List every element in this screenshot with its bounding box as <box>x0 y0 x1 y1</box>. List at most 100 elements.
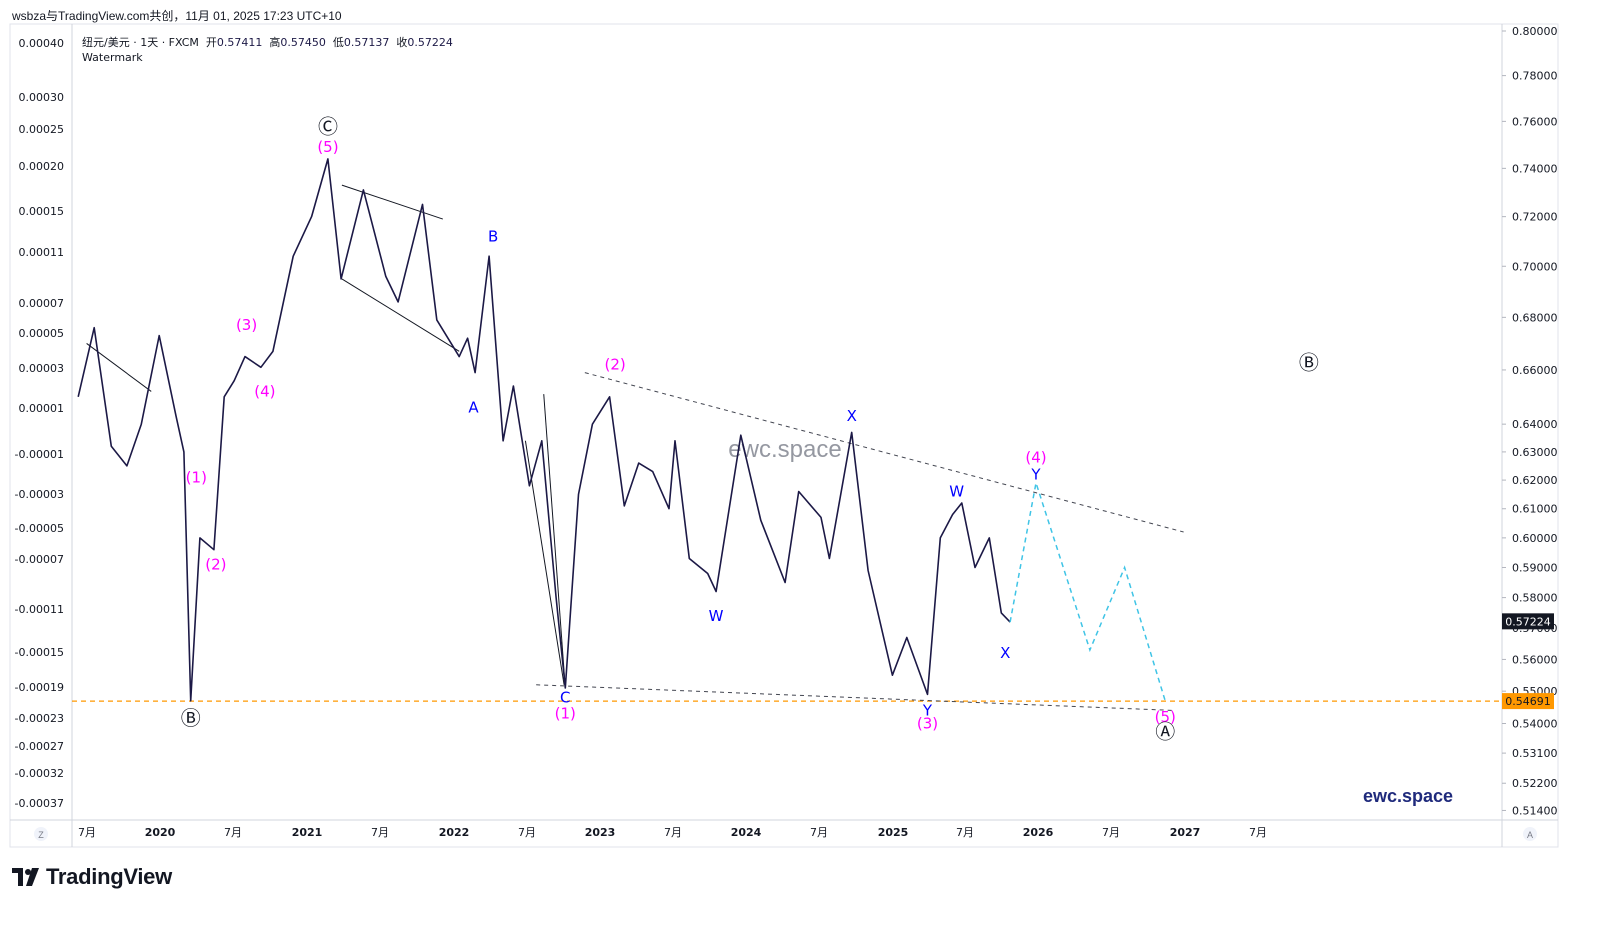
time-axis-tick-label: 2026 <box>1023 826 1054 839</box>
trendline <box>341 278 460 352</box>
left-axis-button[interactable]: Z <box>34 827 48 841</box>
trendline <box>543 394 566 689</box>
left-axis-tick-label: 0.00020 <box>19 160 65 173</box>
wave-label: X <box>1000 644 1010 662</box>
chart-header-title: wsbza与TradingView.com共创，11月 01, 2025 17:… <box>12 9 342 23</box>
left-axis-tick-label: -0.00003 <box>15 488 64 501</box>
time-axis-tick-label: 7月 <box>1249 826 1267 839</box>
wave-label: Ⓒ <box>318 114 338 138</box>
right-axis-tick-label: 0.59000 <box>1512 561 1558 574</box>
left-axis-tick-label: 0.00001 <box>19 402 65 415</box>
projection-path[interactable] <box>1009 482 1166 702</box>
high-value: 0.57450 <box>280 36 326 49</box>
wave-label: (5) <box>317 138 338 156</box>
left-axis-tick-label: 0.00005 <box>19 327 65 340</box>
time-axis-tick-label: 2022 <box>439 826 470 839</box>
wave-label: (2) <box>605 356 626 374</box>
wave-label: Ⓐ <box>1155 719 1175 743</box>
left-axis[interactable]: 0.00040 0.00030 0.00025 0.00020 0.00015 0.000… <box>15 37 64 810</box>
time-axis-tick-label: 2023 <box>585 826 616 839</box>
low-value: 0.57137 <box>343 36 390 49</box>
tradingview-logo-icon <box>12 868 39 886</box>
wave-label: (4) <box>254 382 275 400</box>
left-axis-tick-label: -0.00037 <box>15 797 64 810</box>
left-axis-tick-label: -0.00032 <box>15 767 64 780</box>
trendline <box>86 343 152 392</box>
left-axis-tick-label: -0.00015 <box>15 646 64 659</box>
time-axis-tick-label: 7月 <box>371 826 389 839</box>
current-price-label: 0.57224 <box>1505 615 1551 628</box>
left-axis-tick-label: -0.00023 <box>15 712 64 725</box>
right-axis-tick-label: 0.66000 <box>1512 364 1558 377</box>
right-axis-tick-label: 0.60000 <box>1512 532 1558 545</box>
high-label: 高 <box>269 36 281 49</box>
wave-label: (4) <box>1025 449 1046 467</box>
wave-label: (1) <box>555 705 576 723</box>
wave-label: C <box>560 689 570 707</box>
time-axis-tick-label: 7月 <box>78 826 96 839</box>
time-axis-tick-label: 2024 <box>731 826 762 839</box>
trendline <box>341 184 443 220</box>
ohlc-legend: 纽元/美元 · 1天 · FXCM 开0.57411 高0.57450 低0.5… <box>82 34 453 50</box>
right-axis-tick-label: 0.53100 <box>1512 747 1558 760</box>
trendline <box>524 440 565 685</box>
wave-label: (5) <box>1155 708 1176 726</box>
left-axis-tick-label: -0.00001 <box>15 448 64 461</box>
time-axis-tick-label: 7月 <box>664 826 682 839</box>
left-axis-tick-label: -0.00011 <box>15 603 64 616</box>
right-axis-tick-label: 0.63000 <box>1512 446 1558 459</box>
tradingview-logo[interactable]: TradingView <box>12 864 172 890</box>
dashed-trendline <box>536 684 1176 712</box>
left-axis-tick-label: 0.00015 <box>19 205 65 218</box>
right-axis-tick-label: 0.64000 <box>1512 418 1558 431</box>
right-axis-tick-label: 0.61000 <box>1512 503 1558 516</box>
current-price-tag: 0.57224 <box>1502 613 1554 630</box>
left-axis-tick-label: 0.00030 <box>19 91 65 104</box>
right-axis-tick-label: 0.76000 <box>1512 115 1558 128</box>
price-series-line[interactable] <box>77 158 1011 702</box>
time-axis-tick-label: 7月 <box>956 826 974 839</box>
support-price-label: 0.54691 <box>1505 695 1551 708</box>
left-axis-tick-label: -0.00027 <box>15 740 64 753</box>
open-label: 开 <box>205 36 217 49</box>
watermark-text: ewc.space <box>728 436 841 463</box>
time-axis-tick-label: 2027 <box>1170 826 1201 839</box>
symbol-label[interactable]: 纽元/美元 · 1天 · FXCM <box>82 36 199 49</box>
wave-label: Ⓑ <box>1299 351 1319 375</box>
wave-label: Ⓑ <box>181 706 201 730</box>
chart-frame <box>9 23 1559 848</box>
wave-annotations: Ⓒ(5)Ⓑ(1)(2)(3)(4)BA(2)C(1)WXWXY(3)(4)Y(5… <box>181 114 1319 743</box>
indicator-legend[interactable]: Watermark <box>82 51 143 64</box>
wave-label: (1) <box>186 468 207 486</box>
trendlines <box>86 184 1184 712</box>
right-axis-tick-label: 0.62000 <box>1512 474 1558 487</box>
right-axis-tick-label: 0.56000 <box>1512 653 1558 666</box>
low-label: 低 <box>332 36 344 49</box>
right-axis-button-label: A <box>1527 830 1533 840</box>
right-axis-tick-label: 0.80000 <box>1512 25 1558 38</box>
wave-label: (3) <box>917 715 938 733</box>
tradingview-logo-text: TradingView <box>46 864 172 889</box>
right-axis-tick-label: 0.68000 <box>1512 311 1558 324</box>
right-axis-tick-label: 0.54000 <box>1512 718 1558 731</box>
left-axis-tick-label: 0.00011 <box>19 246 65 259</box>
time-axis[interactable]: 7月 2020 7月 2021 7月 2022 7月 2023 7月 2024 7月 2025 7月 20… <box>78 826 1267 839</box>
time-axis-tick-label: 7月 <box>224 826 242 839</box>
left-axis-tick-label: -0.00019 <box>15 681 64 694</box>
right-axis-tick-label: 0.74000 <box>1512 162 1558 175</box>
support-price-tag: 0.54691 <box>1502 693 1554 710</box>
left-axis-tick-label: -0.00005 <box>15 522 64 535</box>
wave-label: W <box>709 607 724 625</box>
left-axis-tick-label: -0.00007 <box>15 553 64 566</box>
time-axis-tick-label: 7月 <box>518 826 536 839</box>
wave-label: B <box>488 227 498 245</box>
left-axis-tick-label: 0.00003 <box>19 362 65 375</box>
time-axis-tick-label: 2021 <box>292 826 323 839</box>
close-label: 收 <box>396 36 408 49</box>
right-axis-button[interactable]: A <box>1523 827 1537 841</box>
right-axis-tick-label: 0.70000 <box>1512 260 1558 273</box>
right-axis[interactable]: 0.80000 0.78000 0.76000 0.74000 0.72000 0.700… <box>1502 25 1558 817</box>
wave-label: Y <box>922 702 933 720</box>
time-axis-tick-label: 7月 <box>1102 826 1120 839</box>
